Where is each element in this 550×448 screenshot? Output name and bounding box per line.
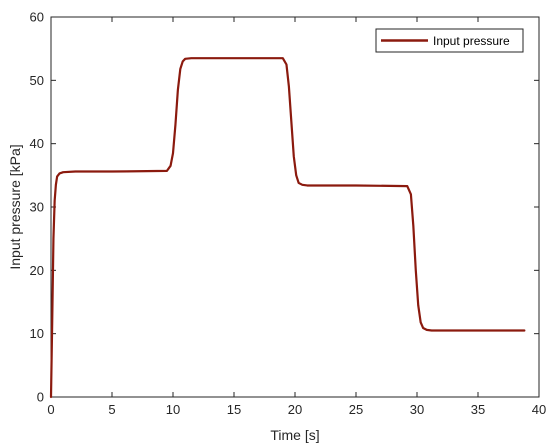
series-line-0: [49, 57, 526, 399]
y-tick-label: 30: [30, 200, 44, 215]
x-tick-label: 10: [166, 402, 180, 417]
x-tick-label: 40: [532, 402, 546, 417]
x-tick-label: 5: [108, 402, 115, 417]
legend: Input pressure: [375, 28, 524, 53]
legend-entry-label: Input pressure: [433, 34, 510, 48]
y-tick-label: 20: [30, 263, 44, 278]
x-tick-label: 25: [349, 402, 363, 417]
y-tick-label: 0: [37, 390, 44, 405]
tick-labels: 0 5 10 15 20 25 30 35 40 0 10 20 30 40 50 60: [30, 10, 547, 418]
y-axis-label: Input pressure [kPa]: [7, 144, 23, 269]
legend-box: [375, 28, 524, 53]
y-tick-label: 50: [30, 73, 44, 88]
y-tick-label: 60: [30, 10, 44, 25]
x-tick-label: 15: [227, 402, 241, 417]
y-tick-label: 40: [30, 136, 44, 151]
x-axis-label: Time [s]: [270, 427, 319, 443]
plot-area: [50, 16, 540, 398]
series-layer: [49, 57, 526, 399]
x-tick-label: 30: [410, 402, 424, 417]
x-tick-label: 35: [471, 402, 485, 417]
x-tick-label: 0: [47, 402, 54, 417]
x-tick-label: 20: [288, 402, 302, 417]
y-tick-label: 10: [30, 326, 44, 341]
